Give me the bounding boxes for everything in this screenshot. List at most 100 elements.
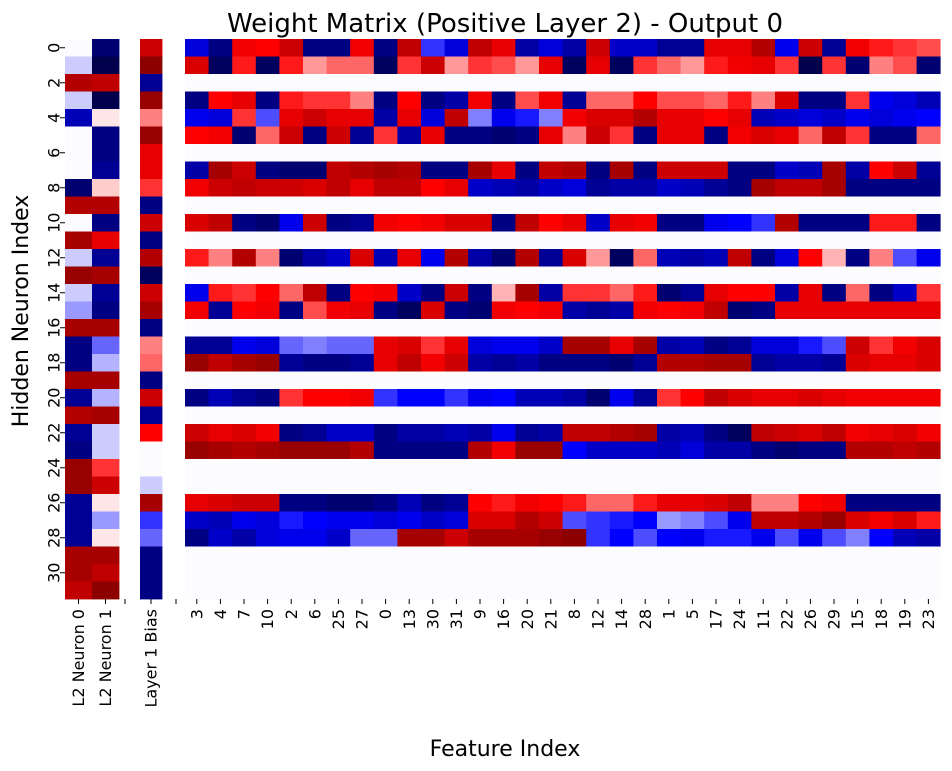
heatmap-cell-feature-10-row-0 [255,39,280,57]
heatmap-cell-feature-9-row-17 [468,336,493,355]
heatmap-cell-feature-9-row-4 [468,109,493,127]
heatmap-cell-feature-27-row-14 [350,284,375,302]
heatmap-cell-feature-6-row-1 [303,56,327,75]
heatmap-cell-l2-1-row-29 [92,546,120,565]
heatmap-cell-feature-13-row-2 [397,74,422,92]
heatmap-cell-feature-24-row-12 [727,249,752,267]
y-tick-label: 22 [45,423,64,443]
heatmap-cell-feature-7-row-9 [232,196,257,215]
heatmap-cell-feature-12-row-9 [586,196,611,215]
heatmap-cell-feature-6-row-14 [303,284,327,302]
heatmap-cell-feature-2-row-12 [279,249,304,267]
heatmap-cell-feature-17-row-31 [704,581,729,600]
heatmap-cell-feature-5-row-5 [680,126,705,145]
heatmap-cell-feature-6-row-3 [303,91,327,110]
heatmap-cell-feature-22-row-2 [775,74,799,92]
x-tick-label-feature: 22 [777,609,796,629]
heatmap-cell-feature-18-row-4 [869,109,894,127]
heatmap-cell-feature-28-row-8 [633,179,658,197]
heatmap-cell-feature-23-row-22 [916,424,941,442]
heatmap-cell-feature-31-row-13 [444,266,469,285]
heatmap-cell-feature-15-row-22 [845,424,870,442]
heatmap-cell-feature-21-row-0 [539,39,563,57]
heatmap-cell-feature-16-row-19 [491,371,516,390]
heatmap-cell-feature-2-row-29 [279,546,304,565]
heatmap-cell-feature-4-row-15 [208,301,233,320]
heatmap-cell-feature-22-row-31 [775,581,799,600]
heatmap-cell-feature-15-row-27 [845,511,870,530]
heatmap-cell-feature-15-row-24 [845,459,870,477]
heatmap-cell-feature-28-row-24 [633,459,658,477]
heatmap-cell-feature-1-row-9 [657,196,681,215]
heatmap-cell-feature-4-row-29 [208,546,233,565]
heatmap-cell-feature-1-row-4 [657,109,681,127]
heatmap-cell-l2-0-row-11 [65,231,93,250]
heatmap-cell-l2-1-row-22 [92,424,120,442]
heatmap-cell-feature-25-row-18 [326,354,351,372]
heatmap-cell-feature-26-row-15 [798,301,823,320]
heatmap-cell-feature-0-row-24 [373,459,398,477]
heatmap-cell-feature-8-row-25 [562,476,587,495]
x-tick-label-feature: 6 [305,609,324,619]
heatmap-cell-feature-5-row-17 [680,336,705,355]
heatmap-cell-feature-28-row-27 [633,511,658,530]
heatmap-cell-feature-11-row-6 [751,144,776,162]
heatmap-cell-l2-0-row-30 [65,564,93,582]
heatmap-cell-feature-15-row-29 [845,546,870,565]
heatmap-cell-feature-24-row-10 [727,214,752,232]
heatmap-cell-feature-18-row-11 [869,231,894,250]
y-tick-label: 18 [45,353,64,373]
heatmap-cell-feature-18-row-14 [869,284,894,302]
heatmap-cell-feature-23-row-19 [916,371,941,390]
heatmap-cell-l2-0-row-0 [65,39,93,57]
heatmap-cell-feature-22-row-13 [775,266,799,285]
heatmap-cell-feature-25-row-27 [326,511,351,530]
heatmap-cell-feature-12-row-26 [586,494,611,512]
heatmap-cell-feature-21-row-7 [539,161,563,180]
heatmap-cell-feature-5-row-24 [680,459,705,477]
heatmap-cell-feature-21-row-27 [539,511,563,530]
heatmap-cell-feature-7-row-28 [232,529,257,547]
heatmap-cell-feature-26-row-31 [798,581,823,600]
heatmap-cell-feature-7-row-19 [232,371,257,390]
heatmap-cell-feature-15-row-18 [845,354,870,372]
heatmap-cell-feature-5-row-11 [680,231,705,250]
heatmap-cell-feature-23-row-29 [916,546,941,565]
heatmap-cell-feature-4-row-18 [208,354,233,372]
heatmap-cell-feature-0-row-7 [373,161,398,180]
heatmap-cell-feature-1-row-20 [657,389,681,407]
heatmap-cell-bias-row-5 [140,126,163,145]
heatmap-cell-feature-16-row-2 [491,74,516,92]
heatmap-cell-feature-27-row-20 [350,389,375,407]
heatmap-cell-feature-24-row-17 [727,336,752,355]
heatmap-cell-feature-26-row-22 [798,424,823,442]
heatmap-cell-feature-15-row-21 [845,406,870,425]
heatmap-cell-feature-21-row-25 [539,476,563,495]
heatmap-cell-l2-1-row-3 [92,91,120,110]
heatmap-cell-feature-22-row-19 [775,371,799,390]
heatmap-cell-feature-3-row-10 [185,214,209,232]
heatmap-cell-feature-15-row-20 [845,389,870,407]
heatmap-cell-feature-29-row-18 [822,354,847,372]
heatmap-cell-l2-0-row-31 [65,581,93,600]
heatmap-cell-feature-15-row-15 [845,301,870,320]
y-tick-label: 14 [45,283,64,303]
heatmap-cell-l2-0-row-29 [65,546,93,565]
heatmap-cell-feature-18-row-30 [869,564,894,582]
heatmap-cell-feature-20-row-2 [515,74,540,92]
heatmap-cell-feature-8-row-7 [562,161,587,180]
heatmap-cell-feature-24-row-11 [727,231,752,250]
heatmap-cell-feature-29-row-28 [822,529,847,547]
heatmap-cell-feature-20-row-20 [515,389,540,407]
heatmap-cell-feature-20-row-11 [515,231,540,250]
heatmap-cell-feature-7-row-1 [232,56,257,75]
heatmap-cell-feature-24-row-5 [727,126,752,145]
heatmap-cell-feature-18-row-24 [869,459,894,477]
heatmap-cell-feature-14-row-17 [609,336,634,355]
heatmap-cell-feature-6-row-12 [303,249,327,267]
heatmap-cell-feature-15-row-4 [845,109,870,127]
heatmap-cell-l2-0-row-7 [65,161,93,180]
heatmap-cell-feature-31-row-14 [444,284,469,302]
heatmap-cell-feature-18-row-20 [869,389,894,407]
heatmap-cell-feature-9-row-28 [468,529,493,547]
